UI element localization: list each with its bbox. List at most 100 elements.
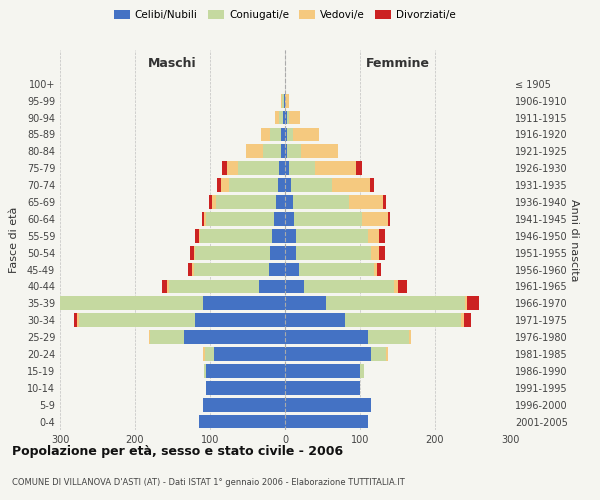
Bar xyxy=(263,144,281,158)
Bar xyxy=(74,314,77,327)
Bar xyxy=(259,280,285,293)
Bar xyxy=(287,144,301,158)
Bar xyxy=(199,229,200,242)
Bar xyxy=(206,381,285,394)
Bar xyxy=(299,262,373,276)
Bar xyxy=(279,110,283,124)
Bar xyxy=(227,162,238,175)
Bar xyxy=(409,330,411,344)
Bar xyxy=(285,381,360,394)
Bar xyxy=(203,296,285,310)
Bar xyxy=(203,398,285,411)
Bar xyxy=(206,364,285,378)
Bar xyxy=(285,94,289,108)
Bar xyxy=(360,364,364,378)
Legend: Celibi/Nubili, Coniugati/e, Vedovi/e, Divorziati/e: Celibi/Nubili, Coniugati/e, Vedovi/e, Di… xyxy=(110,6,460,25)
Bar xyxy=(296,246,371,260)
Bar xyxy=(345,314,461,327)
Bar xyxy=(195,314,285,327)
Bar xyxy=(216,195,276,209)
Bar xyxy=(386,347,388,361)
Bar xyxy=(261,128,270,141)
Y-axis label: Anni di nascita: Anni di nascita xyxy=(569,198,579,281)
Bar xyxy=(190,246,193,260)
Bar xyxy=(373,262,377,276)
Text: Maschi: Maschi xyxy=(148,58,197,70)
Bar xyxy=(285,364,360,378)
Bar xyxy=(326,296,465,310)
Bar xyxy=(221,178,229,192)
Bar xyxy=(356,162,362,175)
Text: Femmine: Femmine xyxy=(365,58,430,70)
Bar xyxy=(287,110,289,124)
Bar xyxy=(77,314,79,327)
Bar xyxy=(209,195,212,209)
Bar xyxy=(464,314,471,327)
Bar xyxy=(294,212,361,226)
Bar xyxy=(283,110,285,124)
Bar xyxy=(304,280,394,293)
Bar xyxy=(379,229,385,242)
Bar xyxy=(56,296,203,310)
Bar xyxy=(202,212,204,226)
Bar xyxy=(285,296,326,310)
Bar xyxy=(293,195,349,209)
Bar xyxy=(285,347,371,361)
Bar xyxy=(282,94,284,108)
Bar xyxy=(150,330,184,344)
Bar xyxy=(301,144,338,158)
Bar xyxy=(289,110,300,124)
Bar xyxy=(285,280,304,293)
Bar xyxy=(204,364,206,378)
Bar xyxy=(169,280,259,293)
Bar xyxy=(203,347,205,361)
Bar xyxy=(461,314,464,327)
Text: COMUNE DI VILLANOVA D'ASTI (AT) - Dati ISTAT 1° gennaio 2006 - Elaborazione TUTT: COMUNE DI VILLANOVA D'ASTI (AT) - Dati I… xyxy=(12,478,405,487)
Bar xyxy=(285,330,367,344)
Bar xyxy=(193,262,269,276)
Bar xyxy=(269,262,285,276)
Bar xyxy=(192,262,193,276)
Bar xyxy=(55,296,56,310)
Bar xyxy=(377,262,381,276)
Bar xyxy=(289,162,315,175)
Bar xyxy=(184,330,285,344)
Text: Fasce di età: Fasce di età xyxy=(10,207,19,273)
Bar xyxy=(204,212,206,226)
Bar xyxy=(270,246,285,260)
Bar xyxy=(246,144,263,158)
Bar xyxy=(293,128,319,141)
Bar xyxy=(195,246,270,260)
Bar xyxy=(388,212,390,226)
Bar xyxy=(238,162,279,175)
Bar xyxy=(383,195,386,209)
Bar xyxy=(214,347,285,361)
Bar xyxy=(162,280,167,293)
Bar xyxy=(229,178,277,192)
Bar xyxy=(149,330,150,344)
Bar xyxy=(285,246,296,260)
Bar xyxy=(281,94,282,108)
Bar xyxy=(371,347,386,361)
Bar xyxy=(284,94,285,108)
Bar xyxy=(79,314,195,327)
Bar xyxy=(188,262,192,276)
Bar xyxy=(200,229,271,242)
Bar xyxy=(270,128,281,141)
Bar xyxy=(332,178,370,192)
Bar xyxy=(277,178,285,192)
Bar xyxy=(285,212,294,226)
Bar xyxy=(285,229,296,242)
Bar xyxy=(281,144,285,158)
Bar xyxy=(361,212,388,226)
Bar xyxy=(279,162,285,175)
Bar xyxy=(349,195,383,209)
Bar xyxy=(275,110,279,124)
Bar xyxy=(285,144,287,158)
Bar xyxy=(212,195,216,209)
Bar xyxy=(285,128,287,141)
Bar xyxy=(271,229,285,242)
Bar xyxy=(285,162,289,175)
Bar xyxy=(370,178,373,192)
Bar xyxy=(398,280,407,293)
